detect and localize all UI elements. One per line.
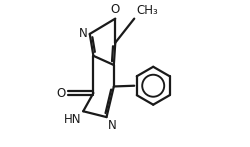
Text: N: N — [108, 119, 116, 132]
Text: N: N — [78, 27, 87, 40]
Text: O: O — [56, 87, 66, 100]
Text: CH₃: CH₃ — [136, 4, 158, 17]
Text: HN: HN — [64, 113, 82, 126]
Text: O: O — [110, 3, 120, 16]
